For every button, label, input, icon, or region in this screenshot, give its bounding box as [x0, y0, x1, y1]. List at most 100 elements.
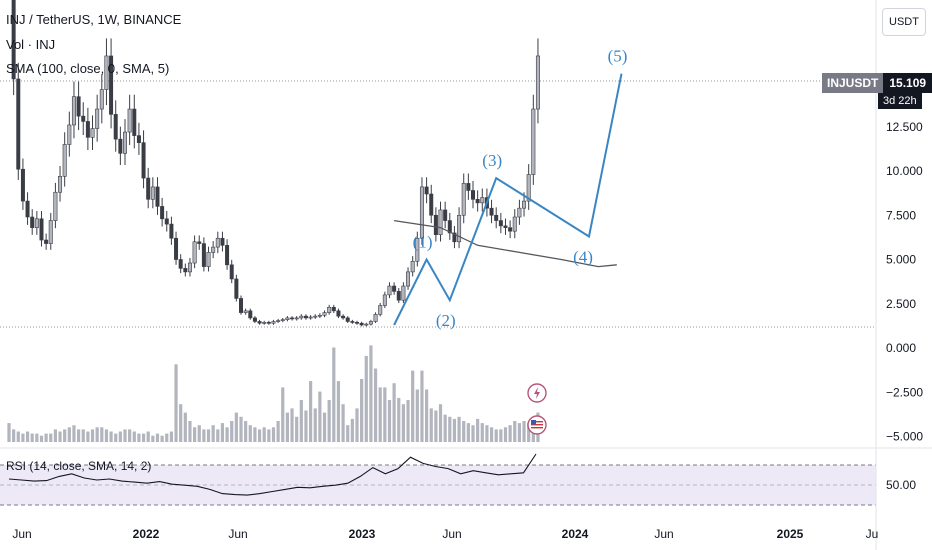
volume-bar [517, 423, 521, 442]
wave-label: (5) [608, 47, 628, 66]
time-tick-label: 2025 [777, 527, 804, 541]
candle-body [475, 199, 480, 204]
candle-body [382, 294, 387, 306]
volume-bar [114, 433, 118, 442]
candle-body [104, 55, 109, 90]
volume-bar [141, 433, 146, 442]
candle-body [457, 214, 462, 243]
candle-body [299, 315, 304, 319]
volume-bar [415, 389, 419, 442]
volume-bar [448, 416, 452, 442]
candle-body [136, 135, 141, 143]
candle-body [313, 315, 318, 318]
candle-body [215, 237, 220, 248]
candle-body [76, 96, 81, 117]
candle-body [187, 262, 192, 273]
candle-body [53, 191, 58, 221]
candle-body [341, 315, 346, 319]
volume-bar [63, 429, 67, 442]
candle-body [290, 317, 295, 320]
us-flag-icon[interactable] [527, 415, 547, 435]
volume-bar [513, 421, 517, 442]
volume-bar [25, 431, 30, 442]
volume-bar [336, 381, 341, 442]
volume-bar [322, 412, 327, 442]
volume-bar [220, 423, 225, 442]
volume-bar [165, 433, 169, 442]
candle-body [354, 322, 359, 324]
volume-bar [193, 427, 197, 442]
volume-bar [392, 383, 396, 442]
volume-bar [72, 425, 76, 442]
volume-bar [95, 427, 99, 442]
elliott-wave-path [393, 73, 623, 326]
candle-body [262, 322, 267, 324]
volume-bar [341, 404, 345, 442]
candle-body [433, 214, 438, 236]
candle-body [350, 321, 355, 323]
price-tick-label: 10.000 [886, 164, 923, 178]
volume-bar [30, 433, 34, 442]
volume-bar [350, 418, 354, 442]
rsi-line [8, 453, 537, 496]
candle-body [67, 124, 72, 145]
price-tick-label: 7.500 [886, 208, 916, 222]
price-tick-label: 0.000 [886, 341, 916, 355]
candle-body [378, 305, 383, 315]
candle-body [322, 312, 327, 316]
candle-body [99, 89, 104, 110]
candle-body [438, 209, 443, 236]
time-tick-label: 2023 [349, 527, 376, 541]
candle-body [109, 55, 114, 115]
candle-body [517, 207, 522, 218]
volume-bar [494, 429, 498, 442]
volume-bar [290, 408, 294, 442]
volume-bar [86, 431, 90, 442]
candle-body [508, 227, 513, 232]
volume-bar [462, 421, 466, 442]
candle-body [461, 183, 466, 216]
lightning-icon[interactable] [527, 383, 547, 403]
volume-bar [206, 429, 211, 442]
candle-body [470, 190, 475, 200]
volume-bar [411, 370, 415, 442]
candle-body [132, 108, 137, 136]
time-tick-label: Jun [12, 527, 31, 541]
volume-bar [281, 387, 285, 442]
candle-body [127, 108, 132, 133]
rsi-tick-label: 50.00 [886, 478, 916, 492]
candle-body [345, 317, 350, 322]
volume-bar [123, 429, 127, 442]
candle-body [535, 55, 540, 110]
price-tick-label: −5.000 [886, 430, 923, 444]
volume-bar [452, 418, 457, 442]
candle-body [396, 291, 401, 301]
volume-bar [267, 429, 271, 442]
volume-bar [248, 425, 252, 442]
volume-bar [7, 423, 11, 442]
candle-body [155, 186, 160, 207]
volume-bar [466, 423, 470, 442]
volume-bar [438, 404, 443, 442]
volume-bar [179, 404, 183, 442]
price-tag-symbol: INJUSDT [822, 73, 884, 93]
volume-bar [471, 425, 475, 442]
candle-body [327, 306, 332, 313]
candle-body [368, 321, 373, 325]
candle-body [239, 298, 244, 313]
candle-body [308, 316, 313, 319]
volume-bar [44, 433, 48, 442]
time-tick-label: Ju [866, 527, 879, 541]
candle-body [225, 245, 230, 266]
volume-bar [118, 431, 122, 442]
volume-bar [360, 379, 364, 442]
candle-body [58, 176, 63, 193]
candle-body [183, 268, 188, 273]
volume-bar [406, 400, 410, 442]
time-tick-label: Jun [654, 527, 673, 541]
candle-body [25, 200, 30, 218]
currency-button[interactable]: USDT [882, 8, 926, 36]
volume-bar [295, 416, 299, 442]
candle-body [252, 317, 257, 322]
candle-body [526, 174, 531, 202]
